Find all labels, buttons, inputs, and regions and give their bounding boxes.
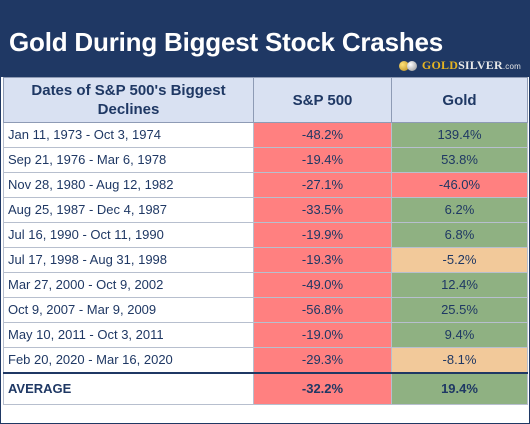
logo-suffix: .com <box>502 62 521 71</box>
period-cell: Feb 20, 2020 - Mar 16, 2020 <box>3 347 254 374</box>
gold-cell: 25.5% <box>391 297 528 323</box>
column-header-dates: Dates of S&P 500's Biggest Declines <box>3 77 254 123</box>
table-row: Oct 9, 2007 - Mar 9, 2009 -56.8% 25.5% <box>3 297 528 323</box>
sp500-cell: -29.3% <box>253 347 392 374</box>
sp500-cell: -19.9% <box>253 222 392 248</box>
gold-cell: 53.8% <box>391 147 528 173</box>
average-row: AVERAGE -32.2% 19.4% <box>3 372 528 405</box>
table-row: Jan 11, 1973 - Oct 3, 1974 -48.2% 139.4% <box>3 122 528 148</box>
sp500-cell: -49.0% <box>253 272 392 298</box>
sp500-cell: -56.8% <box>253 297 392 323</box>
logo-silver: SILVER <box>458 58 503 72</box>
period-cell: Mar 27, 2000 - Oct 9, 2002 <box>3 272 254 298</box>
header-row: Dates of S&P 500's Biggest Declines S&P … <box>3 77 528 123</box>
period-cell: Jul 16, 1990 - Oct 11, 1990 <box>3 222 254 248</box>
sp500-cell: -48.2% <box>253 122 392 148</box>
table-row: Aug 25, 1987 - Dec 4, 1987 -33.5% 6.2% <box>3 197 528 223</box>
goldsilver-logo: GOLDSILVER.com <box>398 58 521 73</box>
period-cell: Nov 28, 1980 - Aug 12, 1982 <box>3 172 254 198</box>
title-bar: Gold During Biggest Stock Crashes GOLDSI… <box>1 1 529 77</box>
table-row: Sep 21, 1976 - Mar 6, 1978 -19.4% 53.8% <box>3 147 528 173</box>
gold-cell: 12.4% <box>391 272 528 298</box>
average-label: AVERAGE <box>3 372 254 405</box>
sp500-cell: -19.0% <box>253 322 392 348</box>
table-row: Jul 17, 1998 - Aug 31, 1998 -19.3% -5.2% <box>3 247 528 273</box>
logo-gold: GOLD <box>421 58 459 72</box>
sp500-cell: -33.5% <box>253 197 392 223</box>
gold-cell: 139.4% <box>391 122 528 148</box>
table-row: May 10, 2011 - Oct 3, 2011 -19.0% 9.4% <box>3 322 528 348</box>
sp500-cell: -19.4% <box>253 147 392 173</box>
table-row: Feb 20, 2020 - Mar 16, 2020 -29.3% -8.1% <box>3 347 528 374</box>
chart-title: Gold During Biggest Stock Crashes <box>9 27 444 57</box>
period-cell: Jul 17, 1998 - Aug 31, 1998 <box>3 247 254 273</box>
sp500-cell: -19.3% <box>253 247 392 273</box>
logo-text: GOLDSILVER.com <box>422 58 521 73</box>
period-cell: May 10, 2011 - Oct 3, 2011 <box>3 322 254 348</box>
period-cell: Sep 21, 1976 - Mar 6, 1978 <box>3 147 254 173</box>
period-cell: Jan 11, 1973 - Oct 3, 1974 <box>3 122 254 148</box>
gold-cell: -8.1% <box>391 347 528 374</box>
period-cell: Oct 9, 2007 - Mar 9, 2009 <box>3 297 254 323</box>
average-sp500-cell: -32.2% <box>253 372 392 405</box>
gold-cell: 6.2% <box>391 197 528 223</box>
column-header-gold: Gold <box>391 77 528 123</box>
period-cell: Aug 25, 1987 - Dec 4, 1987 <box>3 197 254 223</box>
coins-icon <box>398 60 419 72</box>
gold-cell: -5.2% <box>391 247 528 273</box>
table-row: Nov 28, 1980 - Aug 12, 1982 -27.1% -46.0% <box>3 172 528 198</box>
sp500-cell: -27.1% <box>253 172 392 198</box>
table-row: Mar 27, 2000 - Oct 9, 2002 -49.0% 12.4% <box>3 272 528 298</box>
crash-table: Dates of S&P 500's Biggest Declines S&P … <box>3 77 528 405</box>
column-header-sp500: S&P 500 <box>253 77 392 123</box>
average-gold-cell: 19.4% <box>391 372 528 405</box>
gold-cell: 9.4% <box>391 322 528 348</box>
table-row: Jul 16, 1990 - Oct 11, 1990 -19.9% 6.8% <box>3 222 528 248</box>
gold-cell: -46.0% <box>391 172 528 198</box>
gold-cell: 6.8% <box>391 222 528 248</box>
